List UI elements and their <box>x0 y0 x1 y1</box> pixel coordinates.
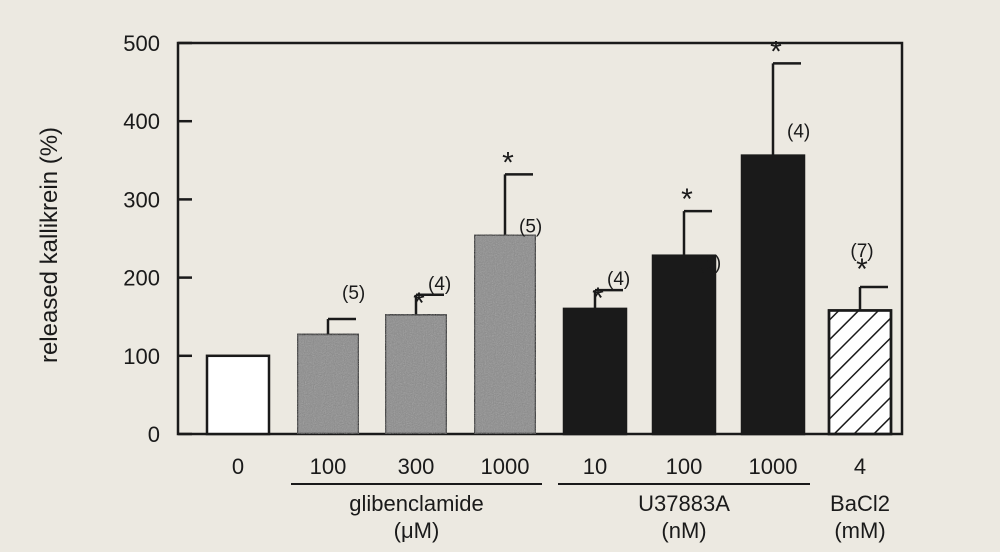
bar <box>651 254 717 436</box>
significance-star: * <box>856 253 868 286</box>
n-label: (7) <box>850 241 873 262</box>
plot-frame <box>176 41 904 436</box>
significance-star: * <box>592 282 604 315</box>
y-tick-label: 300 <box>123 187 160 212</box>
group-name: glibenclamide <box>349 491 484 516</box>
y-tick-label: 0 <box>148 422 160 447</box>
x-tick-label: 0 <box>232 454 244 479</box>
n-label: (5) <box>519 216 542 237</box>
y-tick-label: 400 <box>123 109 160 134</box>
bar <box>205 354 271 436</box>
significance-star: * <box>681 183 693 216</box>
x-tick-label: 300 <box>398 454 435 479</box>
significance-star: * <box>413 287 425 320</box>
y-tick-label: 500 <box>123 31 160 56</box>
y-tick-label: 200 <box>123 266 160 291</box>
x-tick-label: 4 <box>854 454 866 479</box>
group-unit: (mM) <box>834 518 885 543</box>
x-tick-label: 100 <box>310 454 347 479</box>
group-unit: (nM) <box>661 518 706 543</box>
bar <box>295 332 361 436</box>
x-tick-label: 1000 <box>749 454 798 479</box>
bar <box>562 307 628 436</box>
y-axis-label: released kallikrein (%) <box>36 127 63 363</box>
bar <box>740 154 806 436</box>
group-unit: (μM) <box>394 518 440 543</box>
significance-star: * <box>770 35 782 68</box>
bar <box>472 233 538 436</box>
n-label: (6) <box>698 253 721 274</box>
significance-star: * <box>502 146 514 179</box>
x-tick-label: 10 <box>583 454 607 479</box>
bar-hatch <box>827 309 893 436</box>
y-tick-label: 100 <box>123 344 160 369</box>
n-label: (4) <box>607 269 630 290</box>
n-label: (4) <box>428 274 451 295</box>
group-name: BaCl2 <box>830 491 890 516</box>
n-label: (4) <box>787 121 810 142</box>
x-tick-label: 1000 <box>481 454 530 479</box>
x-tick-label: 100 <box>666 454 703 479</box>
group-name: U37883A <box>638 491 730 516</box>
bar <box>383 313 449 436</box>
n-label: (5) <box>342 283 365 304</box>
